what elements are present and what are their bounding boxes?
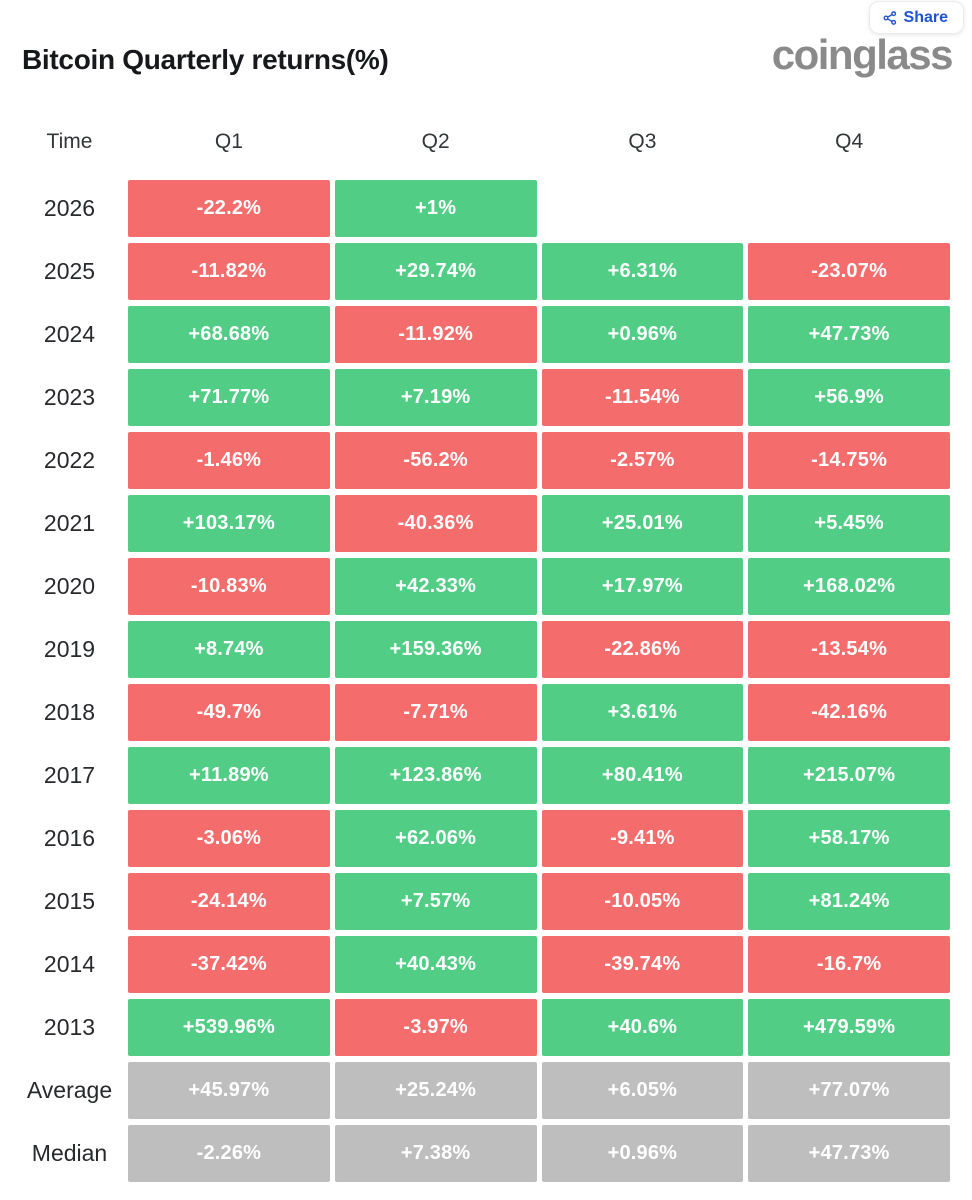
column-header-q3: Q3 bbox=[628, 130, 657, 153]
return-cell: +7.19% bbox=[334, 369, 537, 426]
return-cell: +42.33% bbox=[334, 558, 537, 615]
return-cell: +6.05% bbox=[541, 1062, 744, 1119]
return-cell: +539.96% bbox=[128, 999, 330, 1056]
return-cell: -11.54% bbox=[541, 369, 744, 426]
return-cell: +168.02% bbox=[748, 558, 950, 615]
empty-cell bbox=[748, 180, 950, 237]
return-cell: -37.42% bbox=[128, 936, 330, 993]
row-label: Average bbox=[26, 1077, 113, 1103]
return-cell: +71.77% bbox=[128, 369, 330, 426]
return-cell: +17.97% bbox=[541, 558, 744, 615]
return-cell: +7.38% bbox=[334, 1125, 537, 1182]
return-cell: -16.7% bbox=[748, 936, 950, 993]
return-cell: +25.24% bbox=[334, 1062, 537, 1119]
return-cell: +11.89% bbox=[128, 747, 330, 804]
return-cell: +7.57% bbox=[334, 873, 537, 930]
coinglass-logo: coinglass bbox=[771, 31, 954, 78]
return-cell: +103.17% bbox=[128, 495, 330, 552]
column-header-q4: Q4 bbox=[835, 130, 864, 153]
return-cell: +62.06% bbox=[334, 810, 537, 867]
row-label: 2022 bbox=[43, 447, 96, 473]
row-label: 2025 bbox=[43, 258, 96, 284]
return-cell: +47.73% bbox=[748, 1125, 950, 1182]
row-label: 2017 bbox=[43, 762, 96, 788]
return-cell: +77.07% bbox=[748, 1062, 950, 1119]
return-cell: +40.43% bbox=[334, 936, 537, 993]
share-button[interactable]: Share bbox=[868, 1, 964, 34]
row-label: 2015 bbox=[43, 888, 96, 914]
return-cell: +58.17% bbox=[748, 810, 950, 867]
return-cell: +56.9% bbox=[748, 369, 950, 426]
return-cell: +45.97% bbox=[128, 1062, 330, 1119]
row-label: 2013 bbox=[43, 1014, 96, 1040]
return-cell: -23.07% bbox=[748, 243, 950, 300]
column-header-row: Time Q1 Q2 Q3 Q4 bbox=[0, 130, 950, 154]
return-cell: -10.05% bbox=[541, 873, 744, 930]
return-cell: +29.74% bbox=[334, 243, 537, 300]
return-cell: +479.59% bbox=[748, 999, 950, 1056]
row-label: 2023 bbox=[43, 384, 96, 410]
return-cell: +68.68% bbox=[128, 306, 330, 363]
return-cell: +81.24% bbox=[748, 873, 950, 930]
return-cell: -2.26% bbox=[128, 1125, 330, 1182]
return-cell: -14.75% bbox=[748, 432, 950, 489]
return-cell: -10.83% bbox=[128, 558, 330, 615]
row-label: 2014 bbox=[43, 951, 96, 977]
return-cell: +0.96% bbox=[541, 306, 744, 363]
return-cell: -22.86% bbox=[541, 621, 744, 678]
return-cell: -22.2% bbox=[128, 180, 330, 237]
column-header-time: Time bbox=[46, 130, 93, 153]
return-cell: -56.2% bbox=[334, 432, 537, 489]
return-cell: +40.6% bbox=[541, 999, 744, 1056]
return-cell: -40.36% bbox=[334, 495, 537, 552]
row-label: 2024 bbox=[43, 321, 96, 347]
return-cell: -3.97% bbox=[334, 999, 537, 1056]
return-cell: +80.41% bbox=[541, 747, 744, 804]
returns-grid: 2026 -22.2% +1% 2025 -11.82% +29.74% +6.31% -23… bbox=[0, 180, 950, 1182]
return-cell: -11.82% bbox=[128, 243, 330, 300]
return-cell: -49.7% bbox=[128, 684, 330, 741]
empty-cell bbox=[542, 180, 744, 237]
row-label: Median bbox=[31, 1140, 108, 1166]
title-row: Bitcoin Quarterly returns(%) coinglass bbox=[22, 31, 954, 90]
row-label: 2021 bbox=[43, 510, 96, 536]
return-cell: -11.92% bbox=[334, 306, 537, 363]
return-cell: -24.14% bbox=[128, 873, 330, 930]
return-cell: -39.74% bbox=[541, 936, 744, 993]
return-cell: +25.01% bbox=[541, 495, 744, 552]
share-button-label: Share bbox=[903, 8, 948, 26]
share-nodes-icon bbox=[882, 10, 898, 26]
return-cell: +123.86% bbox=[334, 747, 537, 804]
row-label: 2020 bbox=[43, 573, 96, 599]
return-cell: -2.57% bbox=[541, 432, 744, 489]
return-cell: +0.96% bbox=[541, 1125, 744, 1182]
return-cell: +5.45% bbox=[748, 495, 950, 552]
return-cell: +47.73% bbox=[748, 306, 950, 363]
return-cell: +3.61% bbox=[541, 684, 744, 741]
return-cell: -7.71% bbox=[334, 684, 537, 741]
row-label: 2026 bbox=[43, 195, 96, 221]
return-cell: +8.74% bbox=[128, 621, 330, 678]
column-header-q1: Q1 bbox=[214, 130, 243, 153]
return-cell: +159.36% bbox=[334, 621, 537, 678]
row-label: 2018 bbox=[43, 699, 96, 725]
column-header-q2: Q2 bbox=[421, 130, 450, 153]
row-label: 2019 bbox=[43, 636, 96, 662]
return-cell: -3.06% bbox=[128, 810, 330, 867]
row-label: 2016 bbox=[43, 825, 96, 851]
return-cell: +6.31% bbox=[541, 243, 744, 300]
return-cell: +215.07% bbox=[748, 747, 950, 804]
return-cell: -42.16% bbox=[748, 684, 950, 741]
return-cell: -9.41% bbox=[541, 810, 744, 867]
return-cell: +1% bbox=[334, 180, 537, 237]
return-cell: -1.46% bbox=[128, 432, 330, 489]
return-cell: -13.54% bbox=[748, 621, 950, 678]
page-title: Bitcoin Quarterly returns(%) bbox=[22, 44, 389, 75]
